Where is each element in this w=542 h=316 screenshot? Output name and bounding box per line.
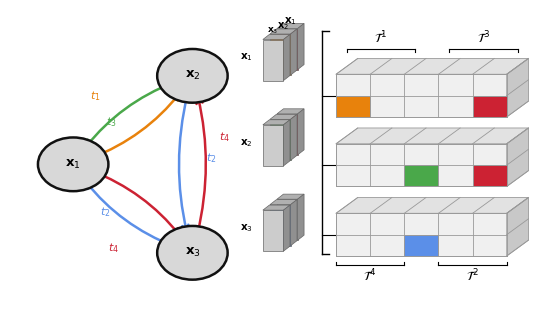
Polygon shape: [277, 23, 304, 28]
Polygon shape: [270, 205, 291, 246]
Polygon shape: [298, 23, 304, 70]
Text: $\mathbf{x}_{2}$: $\mathbf{x}_{2}$: [185, 69, 200, 82]
Polygon shape: [336, 198, 528, 213]
Polygon shape: [270, 29, 297, 34]
Polygon shape: [404, 165, 438, 186]
Polygon shape: [507, 198, 528, 256]
Text: $t_{2}$: $t_{2}$: [206, 151, 217, 165]
Polygon shape: [291, 29, 297, 75]
Text: $\mathcal{T}^2$: $\mathcal{T}^2$: [466, 268, 479, 285]
FancyArrowPatch shape: [197, 97, 206, 234]
FancyArrowPatch shape: [86, 182, 174, 246]
Polygon shape: [473, 95, 507, 117]
Text: $\mathbf{x}_1$: $\mathbf{x}_1$: [284, 15, 297, 27]
Text: $\mathbf{x}_{2}$: $\mathbf{x}_{2}$: [241, 137, 253, 149]
Polygon shape: [336, 58, 528, 74]
Polygon shape: [277, 109, 304, 114]
FancyArrowPatch shape: [86, 82, 174, 146]
Polygon shape: [270, 34, 291, 75]
Ellipse shape: [38, 137, 108, 191]
Polygon shape: [507, 58, 528, 117]
Text: $\mathbf{x}_2$: $\mathbf{x}_2$: [278, 20, 289, 32]
Polygon shape: [270, 119, 291, 161]
Text: $\mathcal{T}^1$: $\mathcal{T}^1$: [375, 30, 388, 46]
Text: $\mathbf{x}_3$: $\mathbf{x}_3$: [268, 26, 279, 36]
Polygon shape: [263, 210, 283, 251]
Polygon shape: [336, 95, 370, 117]
Polygon shape: [263, 205, 290, 210]
Text: $t_{4}$: $t_{4}$: [108, 241, 119, 255]
Text: $\mathbf{x}_{3}$: $\mathbf{x}_{3}$: [184, 246, 201, 259]
Text: $t_{3}$: $t_{3}$: [106, 115, 117, 129]
Ellipse shape: [157, 49, 228, 103]
Polygon shape: [283, 34, 290, 81]
Text: $t_{1}$: $t_{1}$: [89, 89, 100, 103]
Text: $\mathcal{T}^3$: $\mathcal{T}^3$: [477, 30, 490, 46]
Polygon shape: [277, 28, 298, 70]
Text: $t_{2}$: $t_{2}$: [100, 205, 111, 219]
Text: $\mathbf{x}_{3}$: $\mathbf{x}_{3}$: [240, 222, 253, 234]
Polygon shape: [298, 194, 304, 240]
Polygon shape: [336, 213, 507, 256]
Polygon shape: [263, 34, 290, 40]
Text: $t_{4}$: $t_{4}$: [220, 131, 230, 144]
FancyArrowPatch shape: [179, 94, 188, 231]
Polygon shape: [277, 194, 304, 199]
Polygon shape: [404, 234, 438, 256]
Polygon shape: [336, 144, 507, 186]
Polygon shape: [298, 109, 304, 155]
Polygon shape: [263, 120, 290, 125]
Polygon shape: [336, 128, 528, 144]
Polygon shape: [283, 205, 290, 251]
Polygon shape: [336, 74, 507, 117]
Polygon shape: [291, 200, 297, 246]
Polygon shape: [263, 40, 283, 81]
Polygon shape: [270, 114, 297, 119]
Polygon shape: [277, 114, 298, 155]
FancyArrowPatch shape: [92, 171, 179, 235]
Text: $\mathbf{x}_{1}$: $\mathbf{x}_{1}$: [66, 158, 81, 171]
Text: $\mathbf{x}_{1}$: $\mathbf{x}_{1}$: [240, 52, 253, 64]
Ellipse shape: [157, 226, 228, 280]
Polygon shape: [291, 114, 297, 161]
Polygon shape: [263, 125, 283, 166]
Polygon shape: [507, 128, 528, 186]
Text: $\mathcal{T}^4$: $\mathcal{T}^4$: [364, 268, 377, 285]
Polygon shape: [270, 200, 297, 205]
Polygon shape: [283, 120, 290, 166]
Polygon shape: [473, 165, 507, 186]
Polygon shape: [277, 199, 298, 240]
FancyArrowPatch shape: [92, 94, 179, 158]
